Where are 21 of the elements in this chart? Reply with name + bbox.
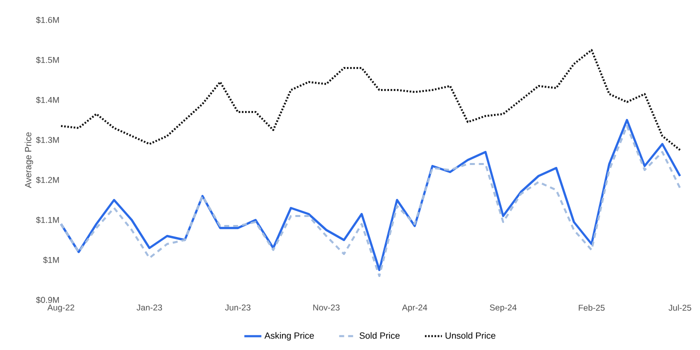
x-tick-label: Jan-23 [136,304,162,311]
x-tick-label: Sep-24 [490,304,517,312]
line-series [60,49,682,152]
y-tick-label: $1.3M [36,136,59,144]
legend-label: Asking Price [264,332,314,341]
y-tick-label: $1.6M [36,16,59,24]
y-tick-label: $1.5M [36,56,59,64]
legend-label: Unsold Price [446,332,496,339]
x-tick-label: Aug-22 [47,304,74,312]
y-tick-label: $1M [43,256,59,264]
y-tick-label: $0.9M [36,296,59,304]
x-tick-label: Jun-23 [225,304,250,311]
y-tick-label: $1.2M [36,176,59,184]
x-tick-label: Nov-23 [313,304,340,311]
y-tick-label: $1.4M [36,96,59,104]
x-tick-label: Apr-24 [402,304,428,312]
y-axis-title: Average Price [24,132,34,188]
x-tick-label: Feb-25 [578,304,605,311]
legend-label: Sold Price [360,332,400,339]
y-tick-label: $1.1M [36,216,59,224]
x-tick-label: Jul-25 [668,304,692,311]
